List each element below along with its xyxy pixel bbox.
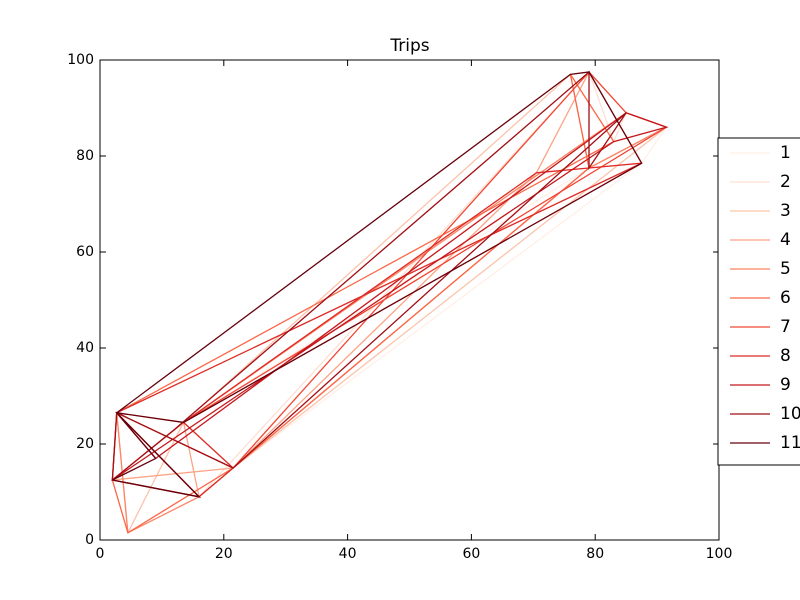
legend-label: 1 (780, 143, 791, 163)
trip-line (111, 70, 627, 481)
x-tick-label: 60 (462, 546, 480, 562)
legend-label: 3 (780, 201, 791, 221)
chart-title: Trips (389, 36, 429, 56)
y-tick-label: 60 (76, 244, 94, 260)
y-tick-label: 40 (76, 340, 94, 356)
legend-label: 2 (780, 172, 791, 192)
x-tick-label: 20 (215, 546, 233, 562)
legend-box (717, 137, 800, 466)
legend: 1 2 3 4 5 6 7 8 9 10 11 (717, 137, 800, 466)
x-tick-label: 80 (586, 546, 604, 562)
legend-label: 8 (780, 346, 791, 366)
legend-label: 5 (780, 259, 791, 279)
legend-label: 9 (780, 375, 791, 395)
legend-label: 4 (780, 230, 791, 250)
y-tick-label: 20 (76, 436, 94, 452)
legend-label: 11 (780, 433, 800, 453)
legend-label: 7 (780, 317, 791, 337)
y-tick-label: 100 (67, 52, 94, 68)
x-tick-label: 0 (96, 546, 105, 562)
legend-label: 10 (780, 404, 800, 424)
x-tick-label: 40 (339, 546, 357, 562)
y-tick-label: 80 (76, 148, 94, 164)
y-tick-label: 0 (85, 532, 94, 548)
legend-label: 6 (780, 288, 791, 308)
x-tick-label: 100 (706, 546, 733, 562)
trip-line (112, 71, 643, 498)
